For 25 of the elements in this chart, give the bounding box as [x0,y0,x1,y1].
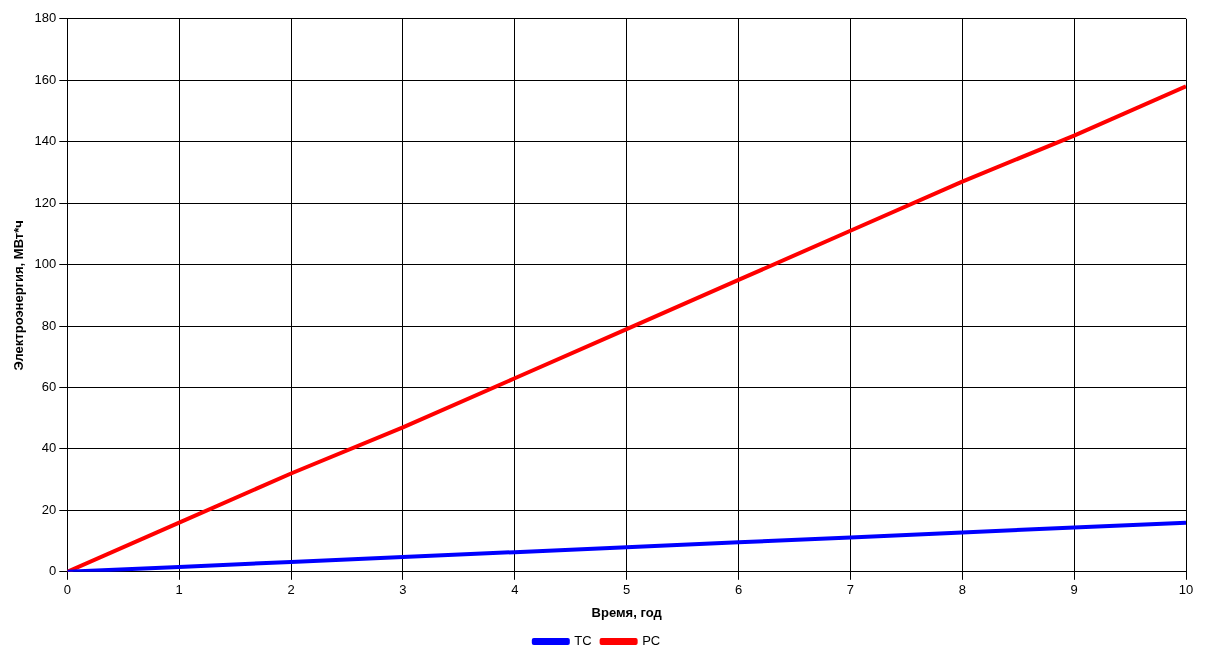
legend-label: TC [574,633,592,649]
y-tick-label: 60 [41,379,57,395]
x-tick-label: 10 [1178,582,1194,598]
y-tick-label: 40 [41,440,57,456]
x-tick-label: 7 [846,582,854,598]
x-tick-label: 4 [511,582,519,598]
x-tick-label: 8 [958,582,966,598]
y-tick-label: 120 [34,194,57,210]
y-tick-label: 140 [34,133,57,149]
y-tick-label: 0 [49,563,57,579]
y-tick-label: 180 [34,10,57,26]
x-tick-label: 3 [399,582,407,598]
y-axis-title: Электроэнергия, МВт*ч [11,220,27,371]
x-tick-label: 5 [623,582,631,598]
x-axis-title: Время, год [591,604,663,620]
legend-label: PC [642,633,661,649]
x-tick-label: 6 [734,582,743,598]
y-tick-label: 80 [41,317,57,333]
y-tick-label: 100 [34,256,57,272]
x-tick-label: 0 [63,582,71,598]
x-tick-label: 1 [175,582,183,598]
x-tick-label: 2 [287,582,295,598]
x-tick-label: 9 [1070,582,1078,598]
y-tick-label: 20 [41,501,57,517]
y-tick-label: 160 [34,71,57,87]
